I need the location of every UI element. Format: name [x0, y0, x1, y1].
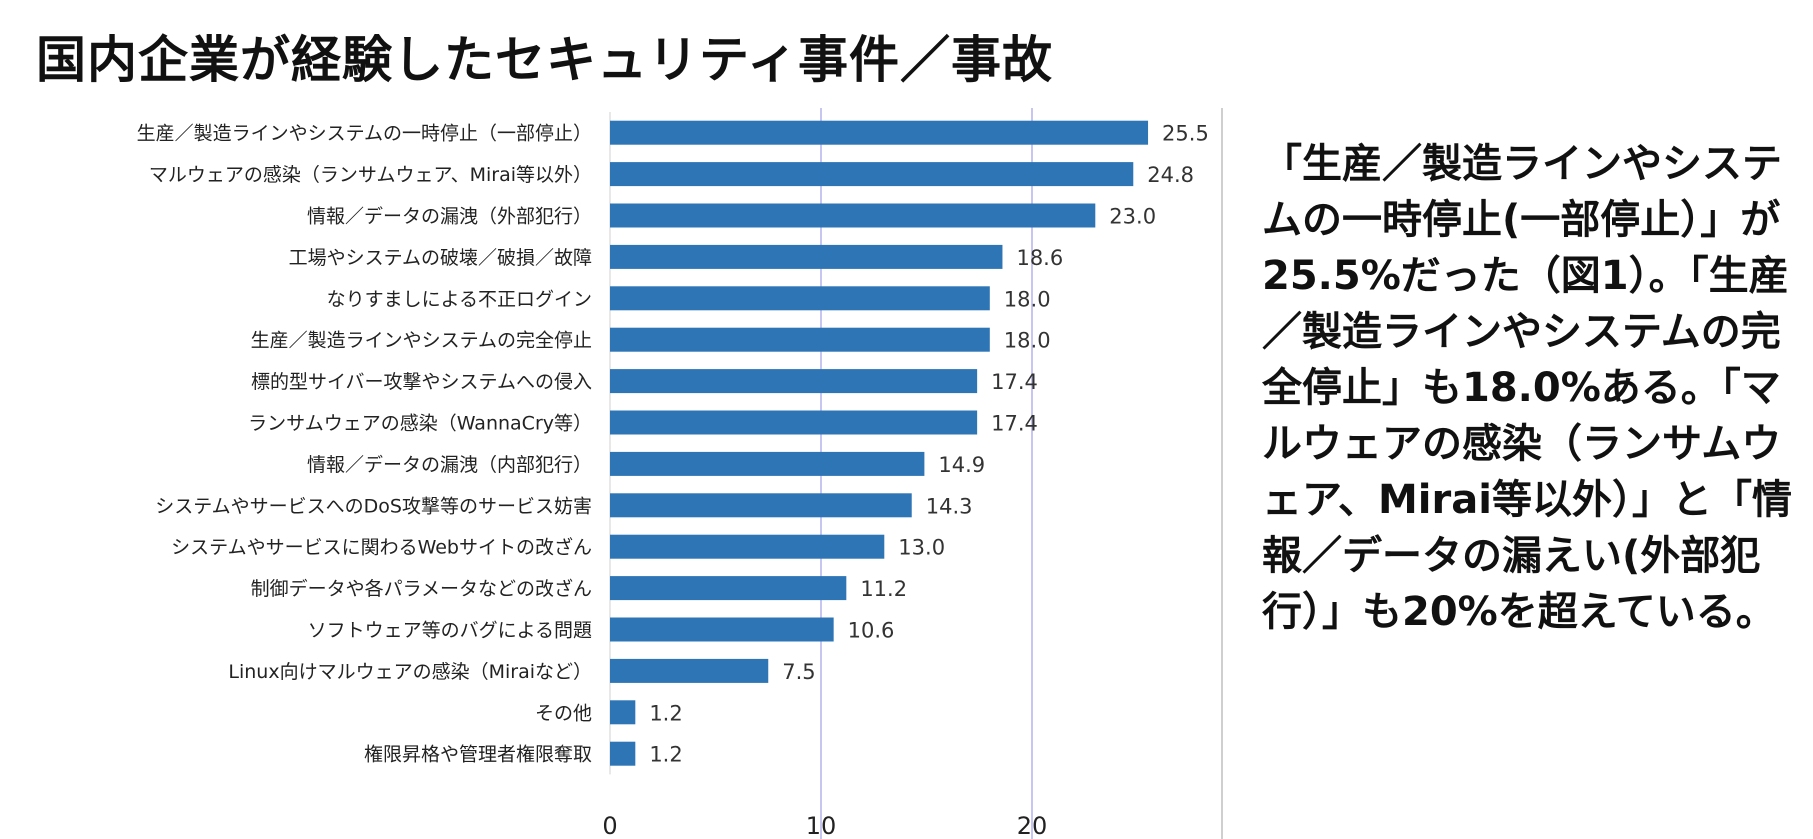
value-label: 17.4	[991, 412, 1038, 436]
category-label: Linux向けマルウェアの感染（Miraiなど）	[228, 661, 592, 683]
bar	[610, 203, 1096, 228]
value-label: 14.3	[926, 494, 973, 518]
bar	[610, 576, 847, 601]
value-label: 18.6	[1016, 246, 1063, 270]
bar	[610, 286, 990, 311]
x-tick-label: 10	[806, 812, 837, 839]
value-label: 18.0	[1004, 329, 1051, 353]
category-label: 生産／製造ラインやシステムの一時停止（一部停止）	[137, 123, 592, 145]
value-label: 7.5	[782, 660, 815, 684]
value-label: 1.2	[649, 701, 682, 725]
bar	[610, 617, 834, 642]
value-label: 14.9	[938, 453, 985, 477]
x-tick-label: 20	[1017, 812, 1048, 839]
value-label: 23.0	[1109, 205, 1156, 229]
bar	[610, 369, 978, 394]
value-label: 1.2	[649, 743, 682, 767]
bar	[610, 451, 925, 476]
description-text: 「生産／製造ラインやシステムの一時停止(一部停止）」が25.5%だった（図1）。…	[1262, 141, 1792, 635]
category-label: システムやサービスに関わるWebサイトの改ざん	[171, 536, 592, 559]
category-label: 情報／データの漏洩（内部犯行）	[307, 454, 592, 476]
bar-chart: 25.5 生産／製造ラインやシステムの一時停止（一部停止） 24.8 マルウェアの感染…	[137, 108, 1223, 839]
category-label: マルウェアの感染（ランサムウェア、Mirai等以外）	[149, 164, 592, 186]
category-label: ランサムウェアの感染（WannaCry等）	[248, 413, 592, 435]
bar	[610, 658, 769, 683]
value-label: 24.8	[1147, 163, 1194, 187]
x-tick-label: 0	[602, 812, 617, 839]
label-layer: 25.5 生産／製造ラインやシステムの一時停止（一部停止） 24.8 マルウェアの感染…	[137, 122, 1209, 767]
bar	[610, 327, 990, 352]
category-label: 情報／データの漏洩（外部犯行）	[307, 206, 592, 228]
value-label: 25.5	[1162, 122, 1209, 146]
chart-title: 国内企業が経験したセキュリティ事件／事故	[36, 31, 1053, 89]
category-label: ソフトウェア等のバグによる問題	[308, 620, 592, 642]
bar	[610, 162, 1134, 187]
category-label: なりすましによる不正ログイン	[327, 288, 592, 310]
bar	[610, 244, 1003, 269]
category-label: 標的型サイバー攻撃やシステムへの侵入	[251, 371, 592, 393]
bar	[610, 410, 978, 435]
bar	[610, 534, 885, 559]
bar	[610, 700, 636, 725]
bar-layer	[610, 120, 1149, 766]
category-label: システムやサービスへのDoS攻撃等のサービス妨害	[155, 495, 592, 517]
category-label: 生産／製造ラインやシステムの完全停止	[251, 330, 592, 352]
value-label: 18.0	[1004, 287, 1051, 311]
category-label: その他	[535, 702, 592, 724]
tick-layer: 0 10 20	[602, 812, 1047, 839]
category-label: 制御データや各パラメータなどの改ざん	[251, 577, 592, 600]
value-label: 10.6	[848, 619, 895, 643]
bar	[610, 120, 1149, 145]
value-label: 13.0	[898, 536, 945, 560]
value-label: 11.2	[860, 577, 907, 601]
bar	[610, 741, 636, 766]
bar	[610, 493, 912, 518]
value-label: 17.4	[991, 370, 1038, 394]
category-label: 工場やシステムの破壊／破損／故障	[289, 247, 592, 269]
category-label: 権限昇格や管理者権限奪取	[364, 744, 592, 766]
